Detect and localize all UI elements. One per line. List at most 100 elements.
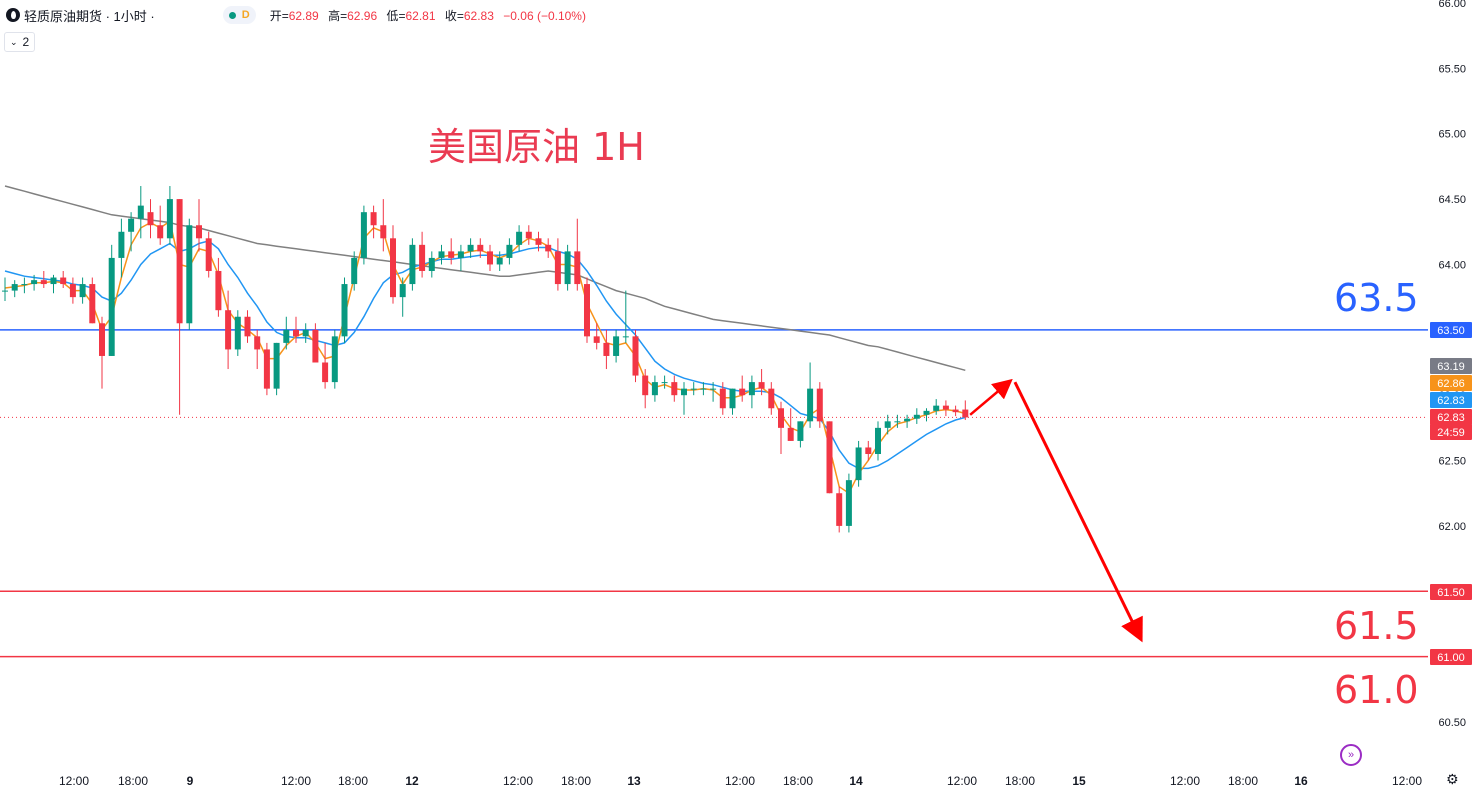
candle bbox=[399, 277, 406, 317]
candle-body bbox=[719, 388, 726, 409]
y-tick-label: 62.50 bbox=[1438, 456, 1466, 468]
candle-body bbox=[904, 418, 911, 422]
candle bbox=[535, 231, 542, 252]
candle-body bbox=[341, 284, 348, 337]
candle-body bbox=[962, 409, 969, 418]
open-label: 开= bbox=[269, 8, 289, 23]
level-label-61-5: 61.5 bbox=[1334, 604, 1419, 648]
candle bbox=[11, 280, 18, 298]
candle bbox=[79, 277, 86, 304]
candle bbox=[487, 244, 493, 271]
price-tag: 62.83 bbox=[1430, 392, 1472, 408]
candle-body bbox=[370, 212, 377, 226]
candle bbox=[390, 225, 396, 304]
candle-body bbox=[477, 244, 484, 252]
change-value: −0.06 (−0.10%) bbox=[503, 8, 586, 23]
candle bbox=[836, 486, 843, 533]
candle-body bbox=[234, 316, 241, 350]
candle-body bbox=[496, 257, 503, 265]
candle bbox=[21, 277, 28, 294]
candle bbox=[671, 375, 678, 402]
candle-body bbox=[603, 342, 610, 356]
candle-body bbox=[312, 329, 319, 363]
candle-body bbox=[176, 199, 183, 324]
candle-body bbox=[108, 257, 115, 356]
level-label-61-0: 61.0 bbox=[1334, 668, 1419, 712]
candle bbox=[739, 375, 746, 402]
candle bbox=[50, 274, 57, 294]
candle-body bbox=[894, 421, 901, 423]
candle bbox=[681, 382, 687, 415]
candle-body bbox=[60, 277, 67, 285]
candle-body bbox=[690, 388, 697, 390]
candle bbox=[574, 218, 581, 291]
candle-body bbox=[836, 493, 843, 526]
candle bbox=[351, 251, 358, 291]
y-tick-label: 62.00 bbox=[1438, 521, 1466, 533]
x-tick-label: 18:00 bbox=[783, 774, 813, 788]
chevron-down-icon: ⌄ bbox=[10, 36, 18, 47]
candle-body bbox=[399, 284, 406, 298]
candle bbox=[797, 421, 804, 448]
candle-body bbox=[758, 382, 765, 389]
candle bbox=[244, 310, 251, 343]
price-tag-bg bbox=[1430, 322, 1472, 338]
market-status-badge[interactable]: D bbox=[222, 6, 256, 24]
indicator-toggle[interactable]: ⌄ 2 bbox=[4, 32, 36, 52]
candle-body bbox=[564, 251, 571, 285]
candle bbox=[719, 382, 726, 415]
candle-body bbox=[273, 342, 280, 389]
candle bbox=[196, 199, 202, 252]
candle bbox=[60, 270, 67, 288]
candle bbox=[225, 290, 232, 370]
horizontal-levels bbox=[0, 329, 1428, 658]
price-tag: 63.50 bbox=[1430, 322, 1472, 338]
candle-body bbox=[884, 421, 891, 428]
candle bbox=[360, 205, 367, 265]
candle bbox=[205, 231, 212, 278]
candle-body bbox=[360, 212, 367, 258]
projection-up-arrow bbox=[969, 378, 1013, 416]
candle bbox=[215, 257, 222, 317]
candle bbox=[690, 382, 697, 396]
market-open-dot-icon bbox=[228, 11, 236, 19]
candle-body bbox=[632, 336, 639, 376]
candle-body bbox=[419, 244, 426, 271]
candle-body bbox=[729, 388, 736, 409]
price-tag: 63.19 bbox=[1430, 358, 1472, 374]
candle-body bbox=[681, 388, 687, 396]
candle bbox=[506, 238, 513, 265]
y-tick-label: 60.50 bbox=[1438, 717, 1466, 729]
symbol-title[interactable]: 轻质原油期货 · 1小时 · bbox=[24, 8, 155, 24]
candle-body bbox=[710, 388, 717, 390]
candle-body bbox=[263, 349, 270, 389]
candle bbox=[642, 369, 649, 409]
candle bbox=[855, 440, 862, 487]
delayed-badge: D bbox=[241, 9, 250, 21]
candle-body bbox=[302, 329, 309, 337]
candle bbox=[894, 414, 901, 428]
time-axis[interactable]: 12:00 18:00 9 12:00 18:00 12 12:00 18:00 13 12:00… bbox=[59, 774, 1422, 788]
candle-body bbox=[147, 212, 154, 226]
x-tick-label: 18:00 bbox=[1005, 774, 1035, 788]
candle-body bbox=[661, 382, 668, 384]
candle bbox=[137, 186, 144, 239]
candle-body bbox=[50, 277, 57, 285]
x-tick-label: 12:00 bbox=[281, 774, 311, 788]
candle-body bbox=[196, 225, 202, 239]
candle-body bbox=[535, 238, 542, 245]
candle bbox=[477, 238, 484, 258]
candle-body bbox=[166, 199, 173, 239]
candle bbox=[875, 421, 881, 461]
candle bbox=[545, 238, 552, 258]
y-tick-label: 65.00 bbox=[1438, 129, 1466, 141]
gear-icon[interactable]: ⚙ bbox=[1446, 771, 1459, 787]
candle-body bbox=[457, 251, 464, 258]
annotation-title: 美国原油 1H bbox=[428, 125, 645, 169]
scroll-to-realtime-icon[interactable]: » bbox=[1340, 744, 1362, 766]
candle bbox=[923, 408, 930, 422]
candle-body bbox=[574, 251, 581, 285]
candle bbox=[952, 405, 959, 417]
candle bbox=[787, 408, 794, 441]
